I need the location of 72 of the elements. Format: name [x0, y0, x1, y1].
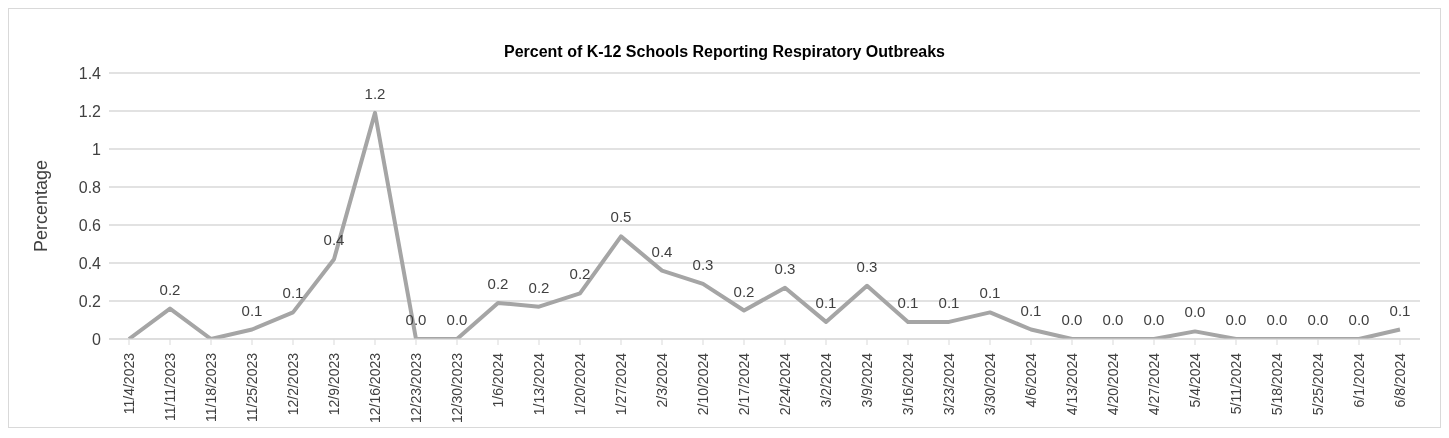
y-tick-label: 1.4 — [78, 64, 102, 82]
data-label: 0.5 — [610, 208, 632, 226]
data-label: 0.0 — [1143, 311, 1165, 328]
x-tick-label: 4/20/2024 — [1105, 352, 1121, 416]
x-tick-label: 12/30/2023 — [449, 352, 465, 424]
x-tick-label: 5/25/2024 — [1310, 352, 1326, 416]
data-label: 0.1 — [282, 284, 304, 302]
data-label: 0.1 — [938, 293, 960, 311]
data-label: 0.0 — [1102, 311, 1124, 328]
x-tick-label: 1/20/2024 — [572, 352, 588, 416]
y-tick-label: 0.8 — [78, 178, 102, 196]
y-tick-label: 1 — [92, 140, 102, 158]
x-tick-label: 2/3/2024 — [654, 352, 670, 408]
data-label: 0.0 — [1307, 311, 1329, 328]
data-label: 0.1 — [897, 293, 919, 311]
data-label: 0.2 — [159, 280, 181, 298]
data-label: 0.0 — [1061, 311, 1083, 328]
data-label: 0.1 — [1389, 301, 1411, 319]
x-tick-label: 4/27/2024 — [1146, 352, 1162, 416]
chart-title: Percent of K-12 Schools Reporting Respiratory Outbreaks — [503, 42, 946, 62]
x-tick-label: 5/18/2024 — [1269, 352, 1285, 416]
data-label: 0.3 — [774, 259, 796, 277]
data-label: 0.0 — [1184, 303, 1206, 321]
x-tick-label: 4/6/2024 — [1023, 352, 1039, 408]
x-tick-label: 3/23/2024 — [941, 352, 957, 416]
x-tick-label: 3/2/2024 — [818, 352, 834, 408]
data-label: 0.1 — [241, 301, 263, 319]
x-tick-label: 3/30/2024 — [982, 352, 998, 416]
x-tick-label: 3/9/2024 — [859, 352, 875, 408]
data-label: 0.3 — [856, 257, 878, 275]
x-tick-label: 6/8/2024 — [1392, 352, 1408, 408]
x-tick-label: 11/25/2023 — [244, 352, 260, 423]
x-tick-label: 11/18/2023 — [203, 352, 219, 423]
y-axis-title: Percentage — [31, 159, 52, 253]
data-label: 0.2 — [569, 265, 591, 283]
data-label: 0.2 — [528, 278, 550, 296]
x-tick-label: 3/16/2024 — [900, 352, 916, 416]
data-label: 0.1 — [979, 284, 1001, 302]
data-label: 0.0 — [405, 311, 427, 328]
y-tick-label: 0.4 — [78, 254, 102, 272]
x-tick-label: 6/1/2024 — [1351, 352, 1367, 408]
x-tick-label: 12/16/2023 — [367, 352, 383, 424]
x-tick-label: 1/27/2024 — [613, 352, 629, 416]
x-tick-label: 2/17/2024 — [736, 352, 752, 416]
y-tick-label: 0 — [92, 330, 102, 348]
x-tick-label: 11/11/2023 — [162, 352, 178, 421]
data-label: 0.0 — [1266, 311, 1288, 328]
x-tick-label: 12/2/2023 — [285, 352, 301, 416]
y-tick-label: 0.6 — [78, 216, 102, 234]
x-tick-label: 1/13/2024 — [531, 352, 547, 416]
x-tick-label: 2/24/2024 — [777, 352, 793, 416]
x-tick-label: 2/10/2024 — [695, 352, 711, 416]
y-tick-label: 0.2 — [78, 292, 102, 310]
data-label: 0.1 — [815, 293, 837, 311]
x-tick-label: 11/4/2023 — [121, 352, 137, 415]
x-tick-label: 5/4/2024 — [1187, 352, 1203, 408]
data-label: 0.0 — [1225, 311, 1247, 328]
data-label: 0.0 — [1348, 311, 1370, 328]
x-tick-label: 12/23/2023 — [408, 352, 424, 424]
data-label: 0.4 — [651, 242, 673, 260]
x-tick-label: 1/6/2024 — [490, 352, 506, 408]
data-label: 0.0 — [446, 311, 468, 328]
x-tick-label: 5/11/2024 — [1228, 352, 1244, 415]
data-label: 0.2 — [733, 282, 755, 300]
x-tick-label: 4/13/2024 — [1064, 352, 1080, 416]
y-tick-label: 1.2 — [78, 102, 102, 120]
data-label: 1.2 — [364, 84, 386, 102]
data-label: 0.1 — [1020, 301, 1042, 319]
data-label: 0.2 — [487, 274, 509, 292]
data-label: 0.4 — [323, 231, 345, 249]
x-tick-label: 12/9/2023 — [326, 352, 342, 416]
data-label: 0.3 — [692, 255, 714, 273]
